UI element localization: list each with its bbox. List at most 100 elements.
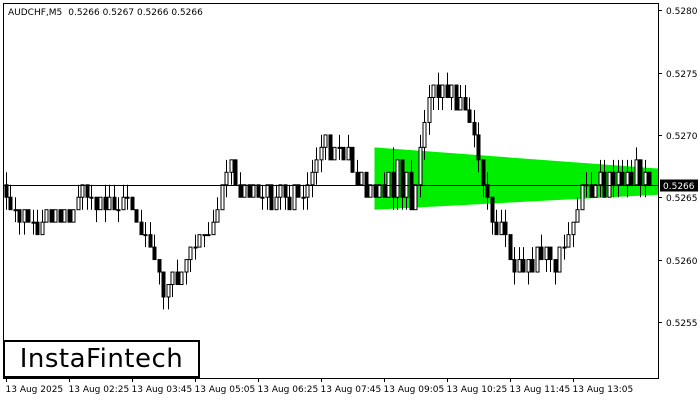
- candle-body: [526, 259, 531, 273]
- candle: [215, 197, 220, 223]
- candle-body: [566, 234, 571, 248]
- candle: [454, 84, 459, 111]
- candle-body: [544, 246, 549, 261]
- candle-body: [26, 209, 31, 223]
- candle: [134, 209, 139, 223]
- candle-body: [211, 221, 216, 236]
- candle: [458, 85, 463, 111]
- candle: [490, 196, 495, 235]
- candle-body: [548, 246, 553, 261]
- candle: [256, 184, 261, 198]
- candle-body: [134, 209, 139, 223]
- candle: [301, 184, 306, 210]
- candle-body: [206, 234, 211, 237]
- candle-body: [224, 171, 229, 186]
- candle-body: [472, 121, 477, 136]
- candle-body: [215, 209, 220, 223]
- candle: [152, 234, 157, 261]
- candle-body: [67, 209, 72, 223]
- candle-body: [103, 196, 108, 211]
- candle: [625, 159, 630, 198]
- candle-body: [323, 134, 328, 148]
- candle: [544, 246, 549, 273]
- candle: [4, 172, 9, 210]
- candle-body: [602, 171, 607, 198]
- candle-body: [413, 184, 418, 211]
- candle: [49, 209, 54, 223]
- candle-body: [400, 159, 405, 198]
- candle: [121, 184, 126, 211]
- candle-body: [535, 246, 540, 273]
- candle-body: [571, 221, 576, 236]
- candle-body: [278, 184, 283, 198]
- candle-body: [49, 209, 54, 223]
- candle-body: [422, 121, 427, 148]
- candle: [112, 184, 117, 211]
- candle-body: [80, 184, 85, 198]
- triangle-pattern: [374, 147, 658, 210]
- time-axis: 13 Aug 2025 13 Aug 02:25 13 Aug 03:45 13 Au…: [6, 378, 633, 395]
- candle-body: [481, 159, 486, 186]
- candle: [467, 97, 472, 123]
- candle: [476, 122, 481, 173]
- candle-body: [625, 171, 630, 186]
- candle-body: [427, 97, 432, 123]
- candle: [368, 184, 373, 198]
- candle: [440, 84, 445, 110]
- candle: [296, 184, 301, 198]
- candle-body: [94, 196, 99, 211]
- candle: [314, 147, 319, 185]
- candle-body: [121, 196, 126, 211]
- candle: [611, 159, 616, 198]
- candle: [229, 159, 234, 185]
- candle-body: [445, 84, 450, 98]
- candle: [391, 147, 396, 210]
- candle: [481, 159, 486, 198]
- candle: [179, 271, 184, 285]
- candle-body: [409, 171, 414, 211]
- candle: [287, 184, 292, 211]
- candle-body: [287, 196, 292, 211]
- candle: [575, 197, 580, 223]
- candle-body: [557, 246, 562, 273]
- candle: [269, 184, 274, 211]
- candle-body: [166, 284, 171, 298]
- candle: [76, 184, 81, 211]
- candle-body: [395, 159, 400, 198]
- candle-body: [593, 184, 598, 198]
- candle: [292, 184, 297, 211]
- candle: [404, 171, 409, 210]
- candle: [445, 72, 450, 98]
- candle-body: [161, 271, 166, 298]
- candle-body: [301, 196, 306, 199]
- candle-body: [503, 221, 508, 236]
- candle: [355, 159, 360, 186]
- price-axis: 0.5255 0.5260 0.5265 0.5270 0.5275 0.5280: [658, 7, 698, 329]
- candle-body: [589, 184, 594, 198]
- candle: [220, 184, 225, 211]
- time-tick-label: 13 Aug 10:25: [447, 385, 508, 395]
- candle: [521, 247, 526, 273]
- candle-body: [629, 171, 634, 186]
- candle-body: [242, 184, 247, 198]
- candle: [139, 209, 144, 236]
- candle: [278, 184, 283, 210]
- candle-body: [368, 184, 373, 198]
- candle-body: [8, 196, 13, 211]
- candle: [98, 196, 103, 211]
- candle-body: [598, 171, 603, 186]
- candle: [463, 85, 468, 111]
- candle: [13, 197, 18, 223]
- time-tick-label: 13 Aug 05:05: [195, 385, 256, 395]
- candle: [553, 259, 558, 285]
- candle: [175, 259, 180, 285]
- candle: [359, 171, 364, 186]
- candle-body: [260, 196, 265, 199]
- candle-body: [436, 84, 441, 98]
- candle: [638, 159, 643, 198]
- candle: [247, 184, 252, 198]
- candle: [629, 159, 634, 186]
- candle: [503, 209, 508, 248]
- candle: [508, 234, 513, 261]
- candle-body: [530, 259, 535, 273]
